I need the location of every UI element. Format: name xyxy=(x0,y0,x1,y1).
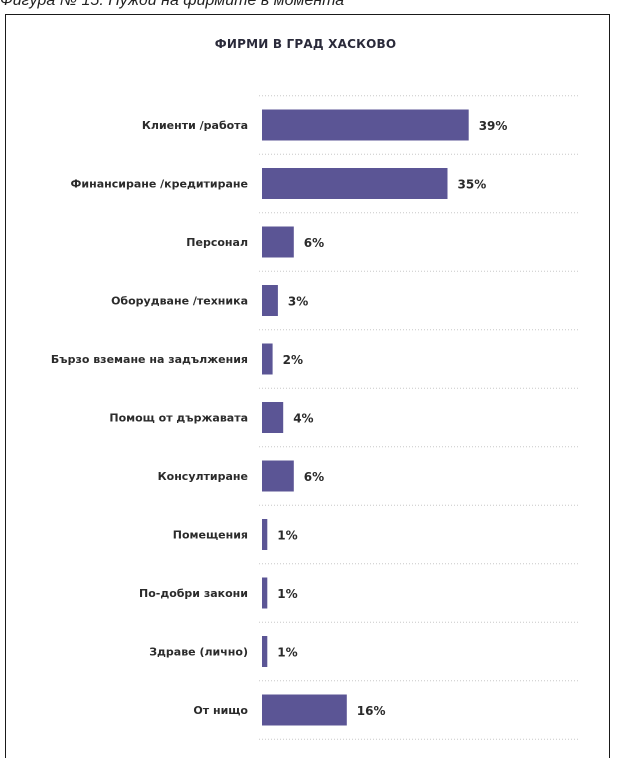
category-label: Оборудване /техника xyxy=(111,295,248,308)
value-label: 1% xyxy=(277,529,297,543)
bar xyxy=(262,168,448,199)
chart-title: ФИРМИ В ГРАД ХАСКОВО xyxy=(214,37,397,51)
value-label: 3% xyxy=(288,295,308,309)
bar xyxy=(262,285,278,316)
category-label: Консултиране xyxy=(158,470,248,483)
bar xyxy=(262,460,294,492)
value-label: 6% xyxy=(304,236,324,250)
bar xyxy=(262,694,347,726)
category-label: Помещения xyxy=(173,529,248,542)
value-label: 1% xyxy=(277,646,297,660)
value-label: 2% xyxy=(283,353,303,367)
category-label: Помощ от държавата xyxy=(109,412,248,425)
bar xyxy=(262,402,284,433)
category-label: Здраве (лично) xyxy=(149,646,248,659)
value-label: 16% xyxy=(357,704,386,718)
category-label: Финансиране /кредитиране xyxy=(70,178,248,191)
chart-frame: ФИРМИ В ГРАД ХАСКОВО Клиенти /работа 39% Ф… xyxy=(5,14,610,758)
bar xyxy=(262,109,469,141)
bar xyxy=(262,636,268,667)
bar xyxy=(262,577,268,609)
value-label: 4% xyxy=(293,412,313,426)
category-label: Клиенти /работа xyxy=(142,119,248,132)
category-label: По-добри закони xyxy=(139,587,248,600)
bar xyxy=(262,519,268,550)
bar-chart: Клиенти /работа 39% Финансиране /кредитира… xyxy=(51,95,579,740)
figure-caption: Фигура № 15: Нужди на фирмите в момента xyxy=(0,0,345,9)
value-label: 6% xyxy=(304,470,324,484)
value-label: 35% xyxy=(458,178,487,192)
category-label: От нищо xyxy=(193,704,248,717)
value-label: 39% xyxy=(479,119,508,133)
category-label: Персонал xyxy=(186,236,248,249)
value-label: 1% xyxy=(277,587,297,601)
bar xyxy=(262,226,294,258)
bar xyxy=(262,343,273,375)
category-label: Бързо вземане на задължения xyxy=(51,353,248,366)
